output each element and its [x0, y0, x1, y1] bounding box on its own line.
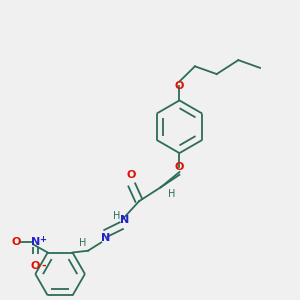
- Text: N: N: [31, 237, 40, 247]
- Text: +: +: [39, 235, 46, 244]
- Text: O: O: [127, 170, 136, 180]
- Text: -: -: [41, 261, 46, 271]
- Text: O: O: [11, 237, 20, 247]
- Text: H: H: [168, 189, 175, 199]
- Text: O: O: [175, 82, 184, 92]
- Text: O: O: [175, 162, 184, 172]
- Text: H: H: [113, 211, 121, 221]
- Text: N: N: [120, 215, 129, 225]
- Text: N: N: [101, 233, 110, 243]
- Text: O: O: [31, 261, 40, 271]
- Text: H: H: [79, 238, 86, 248]
